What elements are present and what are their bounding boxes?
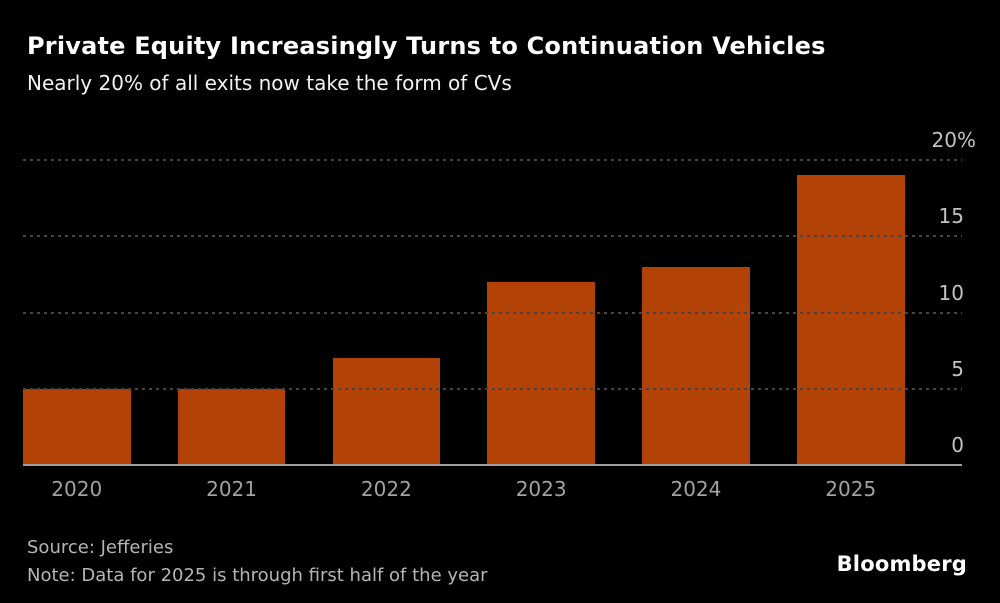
- bar-2023: [487, 282, 595, 465]
- x-axis-line: [23, 464, 962, 466]
- bar-2024: [642, 266, 750, 465]
- x-axis-label-2020: 2020: [51, 477, 103, 501]
- source-text: Source: Jefferies: [27, 537, 174, 558]
- bar-2025: [797, 175, 905, 465]
- gridline-20: [23, 159, 962, 161]
- gridline-10: [23, 311, 962, 314]
- x-axis-label-2025: 2025: [825, 477, 877, 501]
- x-axis-label-2022: 2022: [360, 477, 412, 501]
- chart-subtitle: Nearly 20% of all exits now take the for…: [27, 71, 512, 95]
- bloomberg-logo: Bloomberg: [836, 552, 967, 576]
- y-tick-label-0: 0: [951, 433, 964, 457]
- gridline-5: [23, 387, 962, 390]
- bar-2021: [177, 388, 286, 465]
- gridline-15: [23, 235, 962, 238]
- y-tick-label-10: 10: [938, 280, 964, 305]
- bar-2022: [332, 358, 441, 465]
- y-tick-label-20: 20%: [931, 128, 976, 152]
- y-tick-label-5: 5: [951, 356, 964, 381]
- chart-title: Private Equity Increasingly Turns to Con…: [27, 32, 826, 60]
- x-axis-label-2021: 2021: [206, 477, 257, 501]
- footer: Source: Jefferies Note: Data for 2025 is…: [27, 534, 488, 590]
- note-text: Note: Data for 2025 is through first hal…: [27, 565, 488, 586]
- y-tick-label-15: 15: [938, 204, 964, 229]
- bar-2020: [23, 388, 131, 465]
- x-axis-label-2023: 2023: [515, 477, 567, 501]
- x-axis-label-2024: 2024: [670, 477, 722, 501]
